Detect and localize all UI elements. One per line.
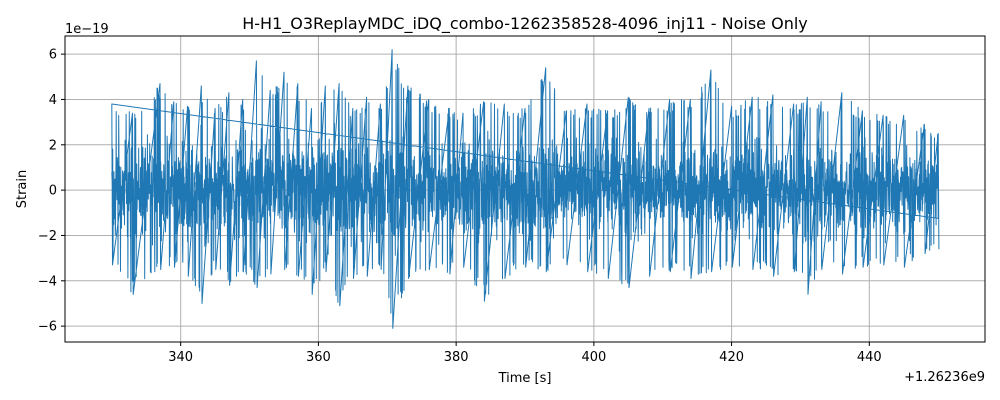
x-tick-label: 420 [719,350,744,365]
y-tick-label: 4 [49,93,57,108]
axes-frame [64,35,986,343]
y-axis-label: Strain [15,170,30,209]
x-tick-label: 360 [306,350,331,365]
y-tick-label: 0 [49,184,57,199]
plot-area [111,49,940,329]
x-axis-label: Time [s] [498,371,552,386]
y-tick-label: −2 [38,229,57,244]
strain-series-line [111,49,940,329]
x-tick-label: 440 [857,350,882,365]
y-tick-label: −6 [38,320,57,335]
x-offset-label: +1.26236e9 [904,370,985,385]
chart-title: H-H1_O3ReplayMDC_iDQ_combo-1262358528-40… [242,14,808,34]
x-tick-label: 400 [581,350,606,365]
x-tick-label: 340 [168,350,193,365]
y-tick-label: −4 [38,274,57,289]
x-tick-label: 380 [444,350,469,365]
x-axis: 340 360 380 400 420 440 [168,342,882,365]
y-scale-label: 1e−19 [65,22,109,37]
y-tick-label: 6 [49,48,57,63]
y-tick-label: 2 [49,138,57,153]
y-axis: −6 −4 −2 0 2 4 6 [38,48,65,335]
